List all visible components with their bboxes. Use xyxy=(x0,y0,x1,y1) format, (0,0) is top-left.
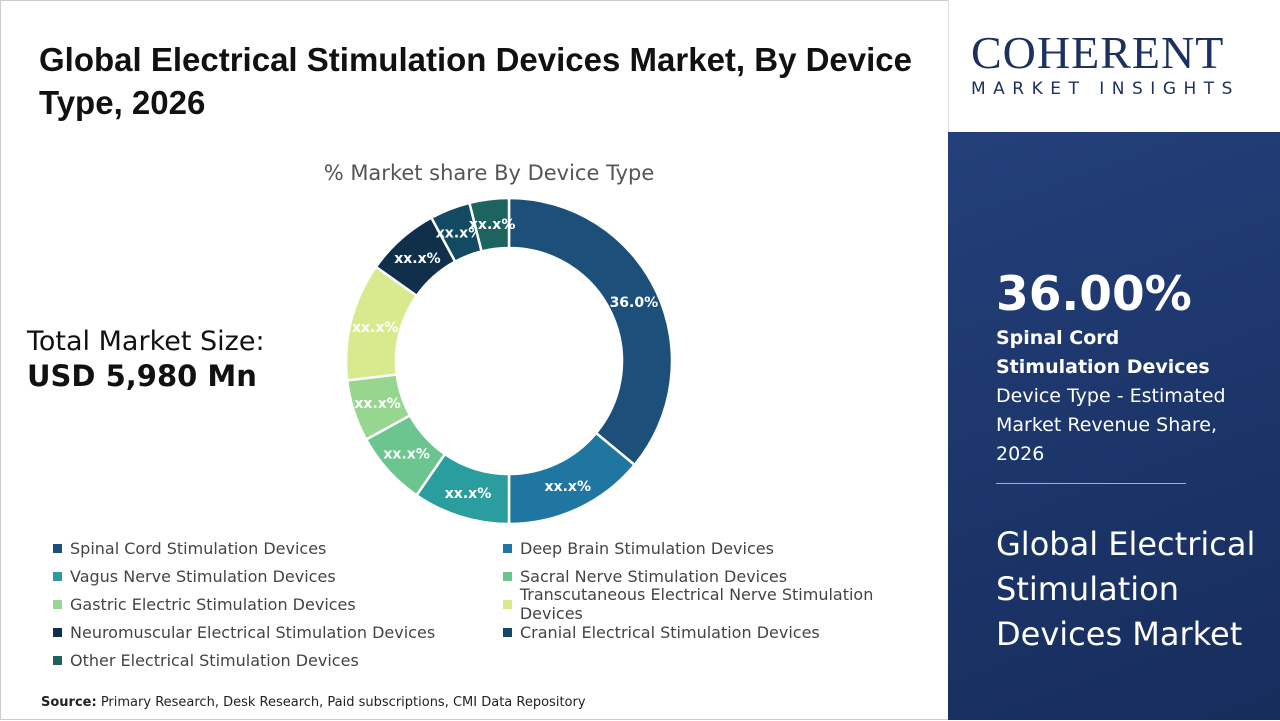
market-name: Global Electrical Stimulation Devices Ma… xyxy=(996,525,1256,653)
legend-swatch xyxy=(503,543,512,553)
source-note: Source: Primary Research, Desk Research,… xyxy=(41,695,586,710)
legend-swatch xyxy=(503,627,512,637)
data-label: xx.x% xyxy=(545,479,591,495)
legend-item: Neuromuscular Electrical Stimulation Dev… xyxy=(53,621,503,643)
total-market-size: Total Market Size: USD 5,980 Mn xyxy=(27,326,265,393)
total-value: USD 5,980 Mn xyxy=(27,359,257,393)
side-panel: COHERENT MARKET INSIGHTS 36.00% Spinal C… xyxy=(948,0,1280,720)
data-label: xx.x% xyxy=(445,486,491,502)
legend-item: Other Electrical Stimulation Devices xyxy=(53,649,503,671)
legend-item: Deep Brain Stimulation Devices xyxy=(503,537,933,559)
legend-label: Sacral Nerve Stimulation Devices xyxy=(520,566,788,586)
legend: Spinal Cord Stimulation Devices Deep Brai… xyxy=(53,537,933,671)
legend-label: Spinal Cord Stimulation Devices xyxy=(70,538,327,558)
legend-label: Other Electrical Stimulation Devices xyxy=(70,650,359,670)
total-label: Total Market Size: xyxy=(27,326,265,357)
legend-label: Gastric Electric Stimulation Devices xyxy=(70,594,356,614)
chart-area: Global Electrical Stimulation Devices Ma… xyxy=(0,0,948,720)
legend-label: Vagus Nerve Stimulation Devices xyxy=(70,566,336,586)
data-label: xx.x% xyxy=(383,447,429,463)
legend-swatch xyxy=(53,599,62,609)
legend-label: Neuromuscular Electrical Stimulation Dev… xyxy=(70,622,436,642)
highlight-description: Spinal Cord Stimulation Devices Device T… xyxy=(996,324,1246,469)
legend-swatch xyxy=(53,543,62,553)
legend-label: Deep Brain Stimulation Devices xyxy=(520,538,774,558)
divider xyxy=(996,483,1186,484)
donut-chart: 36.0%xx.x%xx.x%xx.x%xx.x%xx.x%xx.x%xx.x%… xyxy=(344,196,674,526)
legend-swatch xyxy=(503,571,512,581)
donut-slice xyxy=(467,196,511,253)
data-label: xx.x% xyxy=(436,225,482,241)
highlight-rest: Device Type - Estimated Market Revenue S… xyxy=(996,385,1226,465)
page-title: Global Electrical Stimulation Devices Ma… xyxy=(39,41,913,121)
data-label: 36.0% xyxy=(610,295,659,311)
legend-swatch xyxy=(53,655,62,665)
data-label: xx.x% xyxy=(394,251,440,267)
legend-item: Sacral Nerve Stimulation Devices xyxy=(503,565,933,587)
logo-name: COHERENT xyxy=(971,27,1225,78)
data-label: xx.x% xyxy=(469,217,515,233)
legend-label: Transcutaneous Electrical Nerve Stimulat… xyxy=(519,585,874,623)
legend-swatch xyxy=(53,571,62,581)
logo: COHERENT MARKET INSIGHTS xyxy=(948,0,1280,132)
data-label: xx.x% xyxy=(354,396,400,412)
logo-tagline: MARKET INSIGHTS xyxy=(971,79,1240,99)
highlight-percent: 36.00% xyxy=(996,267,1192,322)
legend-label: Cranial Electrical Stimulation Devices xyxy=(520,622,820,642)
legend-item: Spinal Cord Stimulation Devices xyxy=(53,537,503,559)
legend-item: Gastric Electric Stimulation Devices xyxy=(53,593,503,615)
highlight-segment: Spinal Cord Stimulation Devices xyxy=(996,327,1210,378)
legend-item: Vagus Nerve Stimulation Devices xyxy=(53,565,503,587)
source-label: Source: xyxy=(41,695,97,710)
legend-swatch xyxy=(53,627,62,637)
legend-item: Transcutaneous Electrical Nerve Stimulat… xyxy=(503,585,933,623)
data-label: xx.x% xyxy=(352,320,398,336)
legend-swatch xyxy=(503,599,512,609)
highlight-panel: 36.00% Spinal Cord Stimulation Devices D… xyxy=(948,132,1280,720)
chart-title: % Market share By Device Type xyxy=(323,161,655,185)
legend-item: Cranial Electrical Stimulation Devices xyxy=(503,621,933,643)
donut-slice xyxy=(507,196,674,467)
source-text: Primary Research, Desk Research, Paid su… xyxy=(96,695,586,710)
